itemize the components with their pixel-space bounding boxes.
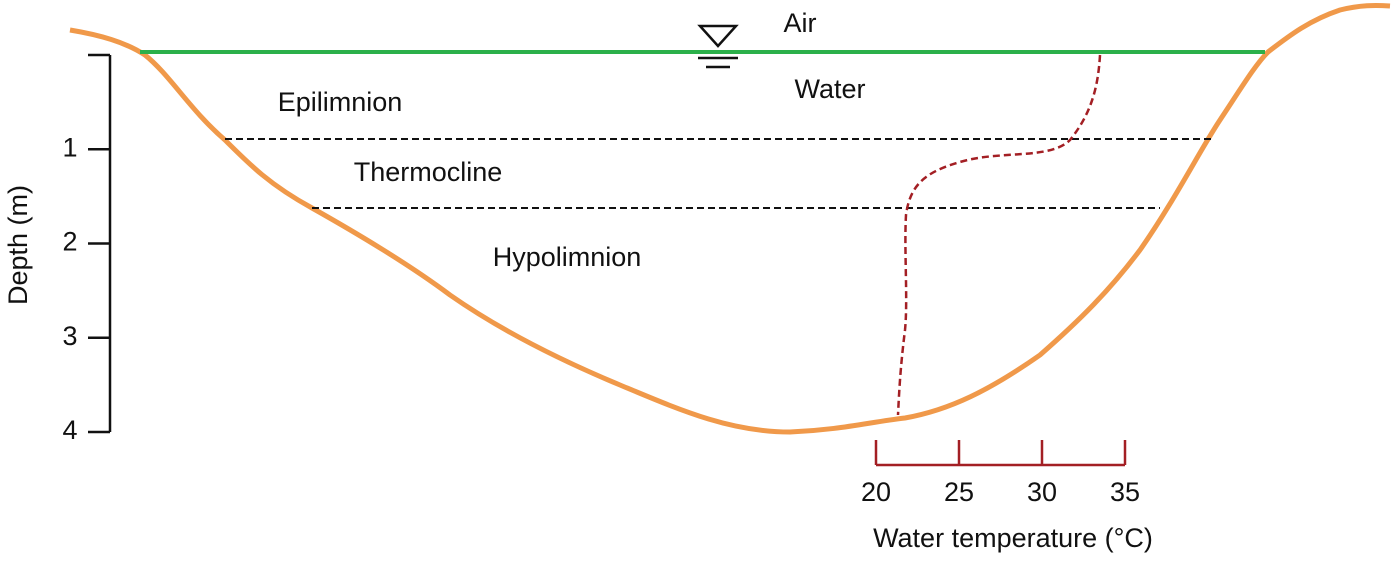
layer-label: Hypolimnion xyxy=(493,242,642,272)
water-level-symbol xyxy=(697,24,739,48)
air-label: Air xyxy=(784,8,817,38)
temperature-axis-title: Water temperature (°C) xyxy=(873,523,1153,553)
temperature-tick-label: 35 xyxy=(1110,477,1140,507)
temperature-tick-label: 20 xyxy=(861,477,891,507)
temperature-profile xyxy=(896,54,1102,416)
lake-bank xyxy=(69,3,1391,435)
layer-label: Thermocline xyxy=(354,157,503,187)
water-label: Water xyxy=(794,74,865,104)
depth-tick-label: 3 xyxy=(62,321,77,351)
depth-tick-label: 1 xyxy=(62,132,77,162)
layer-label: Epilimnion xyxy=(278,87,403,117)
depth-tick-label: 4 xyxy=(62,415,77,445)
depth-tick-label: 2 xyxy=(62,227,77,257)
depth-axis-title: Depth (m) xyxy=(3,185,33,305)
temperature-tick-label: 30 xyxy=(1027,477,1057,507)
temperature-tick-label: 25 xyxy=(944,477,974,507)
